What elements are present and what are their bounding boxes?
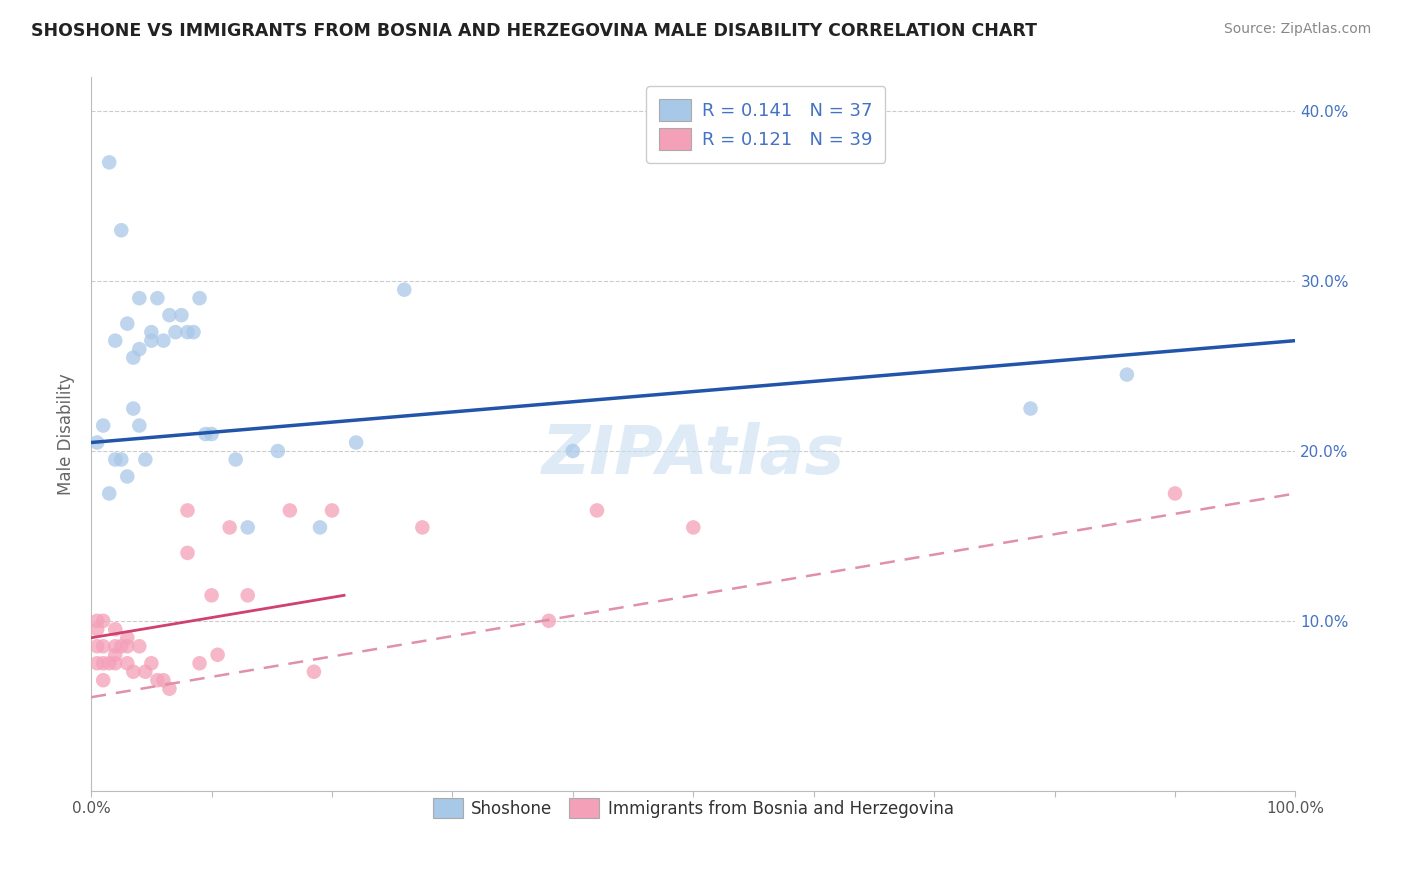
Point [561,444,583,458]
Point [236,520,259,534]
Point [128,418,150,433]
Point [141,325,163,339]
Point [200,588,222,602]
Point [110,452,132,467]
Point [159,681,181,696]
Point [91,657,114,671]
Point [183,325,205,339]
Point [188,657,211,671]
Point [1164,486,1187,500]
Point [165,325,187,339]
Point [236,588,259,602]
Point [586,503,609,517]
Text: Source: ZipAtlas.com: Source: ZipAtlas.com [1223,22,1371,37]
Point [141,334,163,348]
Point [104,640,127,654]
Point [152,334,174,348]
Text: ZIPAtlas: ZIPAtlas [541,423,845,489]
Point [91,640,114,654]
Point [117,640,139,654]
Point [128,640,150,654]
Point [176,503,198,517]
Y-axis label: Male Disability: Male Disability [58,373,75,495]
Point [218,520,240,534]
Legend: Shoshone, Immigrants from Bosnia and Herzegovina: Shoshone, Immigrants from Bosnia and Her… [426,791,960,825]
Point [302,665,325,679]
Point [134,452,156,467]
Point [188,291,211,305]
Point [91,418,114,433]
Point [128,291,150,305]
Point [104,452,127,467]
Point [170,308,193,322]
Point [682,520,704,534]
Point [411,520,433,534]
Point [278,503,301,517]
Point [104,622,127,636]
Point [176,546,198,560]
Point [117,469,139,483]
Point [267,444,290,458]
Point [117,657,139,671]
Point [1019,401,1042,416]
Point [110,640,132,654]
Point [200,427,222,442]
Point [537,614,560,628]
Point [159,308,181,322]
Point [86,435,108,450]
Point [1115,368,1137,382]
Point [309,520,332,534]
Point [117,317,139,331]
Point [225,452,247,467]
Point [86,640,108,654]
Point [86,657,108,671]
Point [394,283,416,297]
Point [98,486,121,500]
Point [122,665,145,679]
Point [321,503,343,517]
Point [86,614,108,628]
Point [110,223,132,237]
Point [146,673,169,688]
Point [146,291,169,305]
Point [122,401,145,416]
Point [104,657,127,671]
Point [128,342,150,356]
Point [194,427,217,442]
Point [344,435,367,450]
Point [152,673,174,688]
Point [86,622,108,636]
Point [98,657,121,671]
Point [207,648,229,662]
Point [141,657,163,671]
Point [134,665,156,679]
Point [104,334,127,348]
Point [98,155,121,169]
Text: SHOSHONE VS IMMIGRANTS FROM BOSNIA AND HERZEGOVINA MALE DISABILITY CORRELATION C: SHOSHONE VS IMMIGRANTS FROM BOSNIA AND H… [31,22,1038,40]
Point [91,673,114,688]
Point [104,648,127,662]
Point [117,631,139,645]
Point [122,351,145,365]
Point [176,325,198,339]
Point [91,614,114,628]
